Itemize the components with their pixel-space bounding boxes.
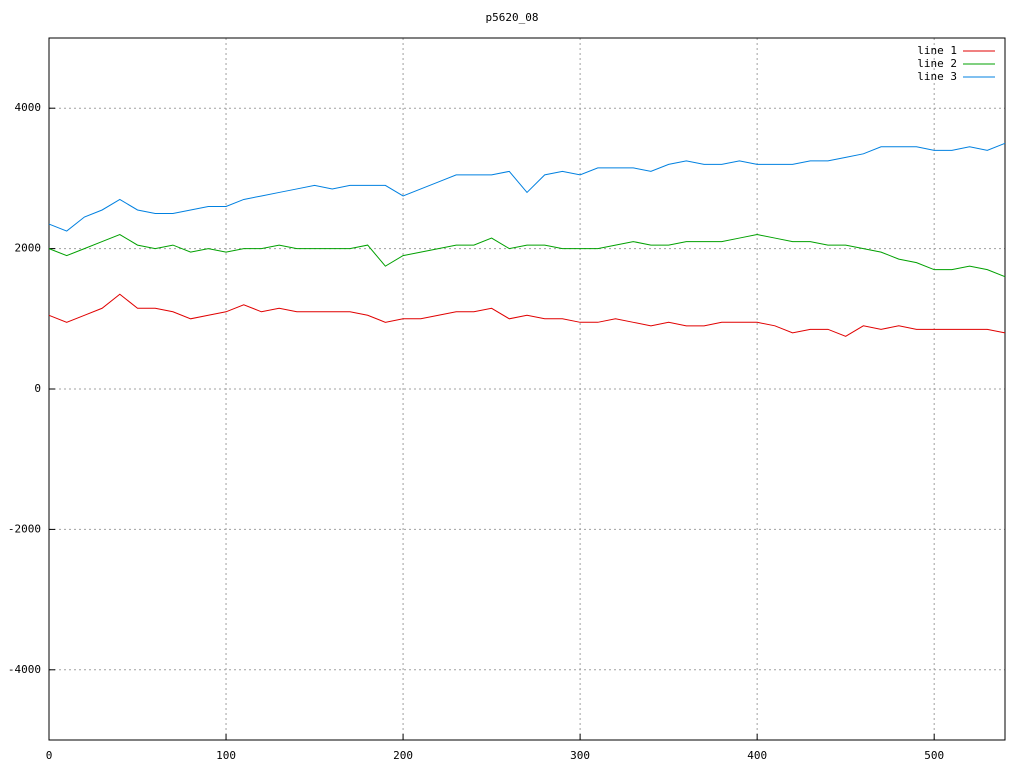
data-line (48, 293, 1006, 337)
x-tick-label: 100 (216, 749, 236, 762)
x-tick-label: 400 (747, 749, 767, 762)
y-tick-label: -4000 (8, 663, 41, 676)
y-tick-label: -2000 (8, 522, 41, 535)
data-line (48, 234, 1006, 278)
x-tick-label: 200 (393, 749, 413, 762)
x-tick-label: 500 (924, 749, 944, 762)
x-tick-label: 0 (46, 749, 53, 762)
x-tick-label: 300 (570, 749, 590, 762)
chart-title: p5620_08 (486, 11, 539, 24)
legend-label: line 2 (917, 57, 957, 70)
legend-label: line 1 (917, 44, 957, 57)
y-tick-label: 4000 (15, 101, 42, 114)
y-tick-label: 2000 (15, 242, 42, 255)
legend-label: line 3 (917, 70, 957, 83)
y-tick-label: 0 (34, 382, 41, 395)
data-line (48, 142, 1006, 232)
plot-frame (48, 37, 1006, 741)
